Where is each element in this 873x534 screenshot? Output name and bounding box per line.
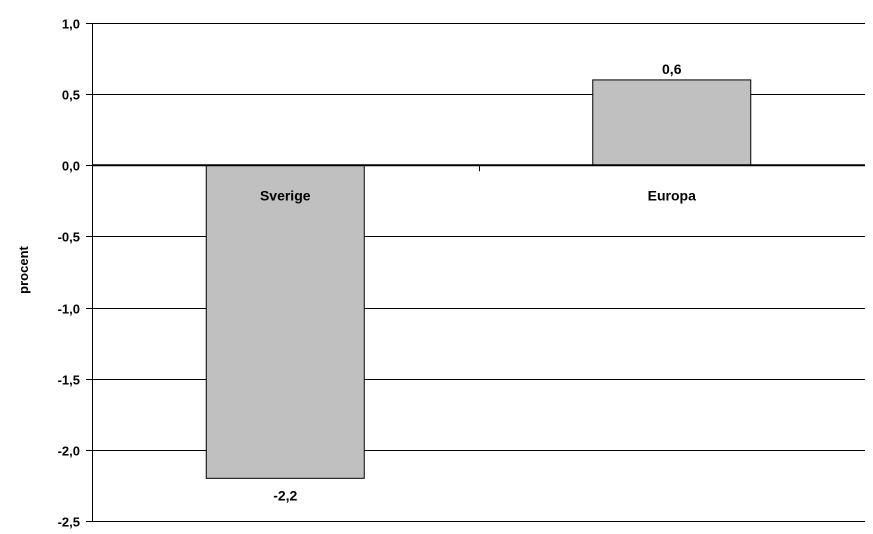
y-axis-title: procent <box>16 245 31 293</box>
y-tick-label: -2,0 <box>58 444 80 459</box>
y-tick-label: -0,5 <box>58 230 80 245</box>
y-tick-label: 0,0 <box>62 159 80 174</box>
y-tick-label: 0,5 <box>62 88 80 103</box>
bars <box>205 79 752 479</box>
category-label: Europa <box>648 187 696 203</box>
data-label: -2,2 <box>273 487 297 503</box>
labels: 1,0 0,5 0,0 -0,5 -1,0 -1,5 -2,0 -2,5 -2,2 Sverige… <box>58 17 696 530</box>
y-tick-label: -1,0 <box>58 302 80 317</box>
bar-sverige <box>205 164 365 479</box>
category-label: Sverige <box>260 187 311 203</box>
axes <box>86 23 865 522</box>
bar-europa <box>592 79 752 166</box>
y-tick-label: 1,0 <box>62 17 80 32</box>
data-label: 0,6 <box>662 61 682 77</box>
y-tick-label: -1,5 <box>58 373 80 388</box>
y-tick-label: -2,5 <box>58 515 80 530</box>
